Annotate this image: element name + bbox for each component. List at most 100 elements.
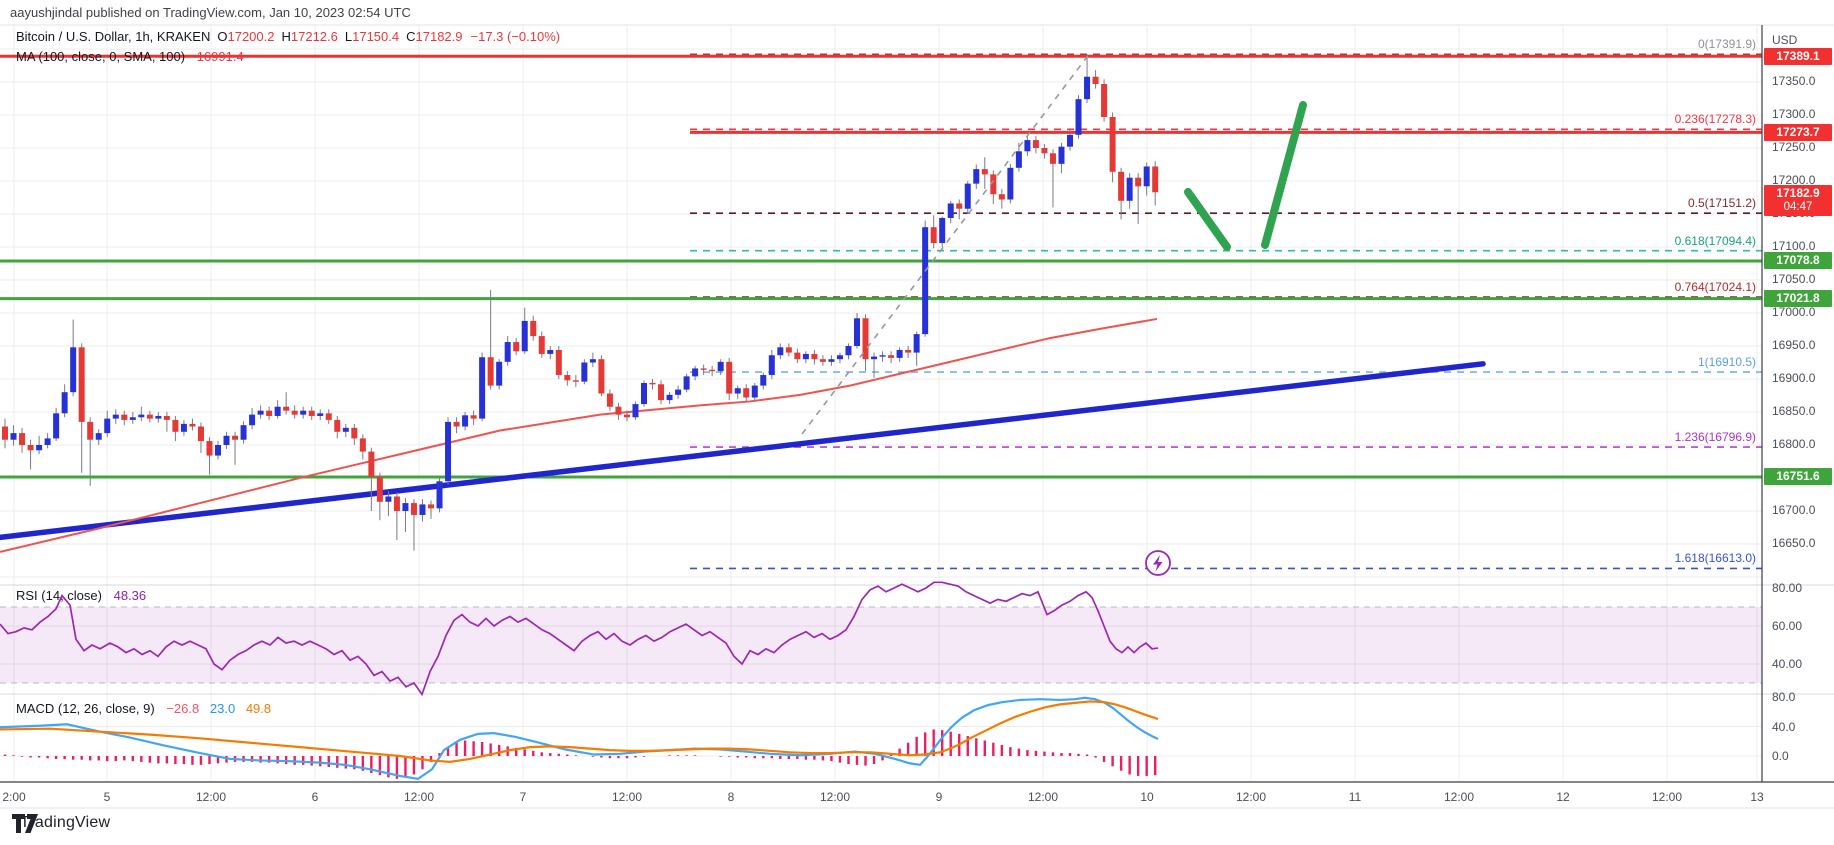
candle-down — [1041, 148, 1048, 154]
candle-down — [819, 359, 826, 362]
green-projection-arrow — [1261, 101, 1307, 249]
candle-down — [266, 410, 273, 416]
candle-down — [163, 415, 170, 420]
candle-up — [61, 392, 68, 414]
candle-up — [973, 169, 980, 184]
time-axis-label: 12:00 — [195, 790, 227, 804]
fib-level-label: 1(16910.5) — [1697, 355, 1756, 370]
candle-down — [393, 496, 400, 511]
candle-down — [232, 435, 239, 440]
candle-up — [547, 349, 554, 354]
candle-down — [606, 393, 613, 407]
time-axis-label: 12:00 — [1443, 790, 1475, 804]
ohlc-key: L — [344, 29, 353, 44]
candle-down — [189, 423, 196, 427]
time-axis-label: 11 — [1348, 790, 1362, 804]
candle-down — [487, 357, 494, 386]
time-axis-label: 2:00 — [2, 790, 26, 804]
ohlc-value: 17212.6 — [290, 29, 338, 44]
time-axis-label: 7 — [519, 790, 527, 804]
candle-down — [1152, 166, 1159, 193]
ma-legend: MA (100, close, 0, SMA, 100) 16991.4 — [16, 49, 244, 64]
time-axis-label: 9 — [935, 790, 943, 804]
macd-line — [0, 696, 1159, 781]
candle-down — [658, 384, 665, 401]
candle-up — [581, 362, 588, 382]
footer: TradingView — [12, 814, 111, 833]
candle-up — [1084, 76, 1091, 100]
candle-up — [589, 359, 596, 363]
candle-up — [1058, 146, 1065, 164]
ohlc-key: O — [217, 29, 228, 44]
candle-down — [990, 174, 997, 195]
candle-up — [871, 356, 878, 360]
price-axis-label: 16700.0 — [1772, 503, 1816, 517]
candle-down — [146, 414, 153, 419]
candle-down — [470, 415, 477, 419]
candle-up — [402, 503, 409, 511]
candle-down — [905, 349, 912, 353]
candle-up — [240, 425, 247, 440]
price-axis-label: 17050.0 — [1772, 272, 1816, 286]
candle-up — [419, 504, 426, 515]
candle-up — [112, 414, 119, 419]
watermark-text: aayushjindal published on TradingView.co… — [10, 5, 411, 20]
axis-currency-label: USD — [1772, 33, 1798, 47]
candle-up — [249, 414, 256, 426]
candle-down — [1032, 140, 1039, 148]
rsi-legend: RSI (14, close) 48.36 — [16, 588, 146, 603]
dashed-trend-arrow — [801, 52, 1091, 435]
candle-down — [726, 361, 733, 394]
fib-level-label: 0(17391.9) — [1697, 37, 1756, 52]
candle-down — [1049, 153, 1056, 164]
candle-up — [947, 203, 954, 218]
candle-up — [683, 376, 690, 390]
candle-up — [104, 418, 111, 434]
change-value: −17.3 (−0.10%) — [470, 29, 561, 44]
candle-down — [888, 355, 895, 358]
candle-up — [1143, 166, 1150, 187]
rsi-axis-label: 40.00 — [1772, 657, 1803, 671]
lightning-bolt-icon — [1153, 555, 1163, 572]
ma100-line — [0, 317, 1158, 553]
candle-up — [836, 355, 843, 360]
candle-down — [1109, 116, 1116, 172]
candle-up — [36, 445, 43, 451]
price-axis-label: 17350.0 — [1772, 74, 1816, 88]
tradingview-brand-link[interactable]: TradingView — [20, 814, 111, 831]
candle-down — [308, 410, 315, 416]
candle-up — [342, 427, 349, 432]
candle-up — [879, 355, 886, 357]
price-axis-label: 17100.0 — [1772, 239, 1816, 253]
macd-label: MACD (12, 26, close, 9) — [16, 701, 155, 716]
time-axis-label: 8 — [727, 790, 735, 804]
candle-up — [854, 318, 860, 346]
candle-down — [283, 406, 290, 411]
time-axis-label: 12:00 — [1027, 790, 1059, 804]
candle-up — [666, 394, 673, 401]
candle-down — [453, 421, 460, 427]
candle-up — [1126, 177, 1133, 201]
tradingview-logo-icon — [12, 814, 38, 833]
candle-down — [428, 504, 434, 509]
candle-up — [436, 481, 443, 509]
rsi-value: 48.36 — [113, 588, 147, 603]
fib-level-label: 0.764(17024.1) — [1674, 280, 1756, 295]
rsi-band — [0, 607, 1762, 683]
candle-up — [223, 435, 230, 445]
ma-value: 16991.4 — [196, 49, 244, 64]
candle-up — [692, 368, 699, 377]
candle-up — [1075, 99, 1082, 135]
candle-down — [2, 426, 8, 440]
candle-up — [751, 385, 758, 398]
fib-level-label: 0.618(17094.4) — [1674, 233, 1756, 248]
candle-down — [206, 441, 213, 456]
candle-down — [998, 194, 1005, 200]
candle-down — [564, 375, 571, 381]
candle-down — [555, 349, 562, 376]
price-axis-label: 17250.0 — [1772, 140, 1816, 154]
candle-down — [538, 336, 545, 354]
candle-up — [632, 404, 639, 418]
